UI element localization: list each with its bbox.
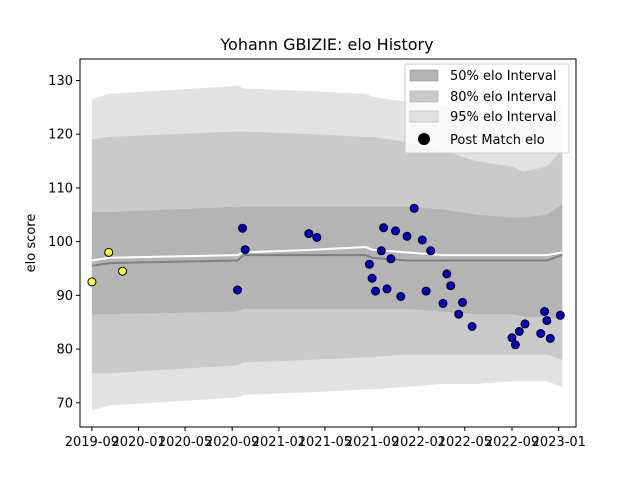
x-tick-label: 2022-05 [438, 435, 492, 450]
x-tick-label: 2021-09 [345, 435, 399, 450]
post-match-elo-point [382, 284, 392, 294]
post-match-elo-point [238, 223, 247, 233]
post-match-elo-point [520, 319, 530, 329]
x-tick-label: 2021-05 [298, 435, 352, 450]
x-tick-label: 2019-09 [65, 435, 119, 450]
post-match-elo-point [364, 259, 374, 269]
post-match-elo-point [87, 277, 97, 287]
post-match-elo-point [391, 226, 400, 236]
legend-label-80: 80% elo Interval [450, 90, 557, 105]
post-match-elo-point [304, 229, 314, 239]
x-tick-label: 2022-09 [485, 435, 539, 450]
legend-label-95: 95% elo Interval [450, 110, 557, 125]
post-match-elo-point [233, 285, 242, 295]
chart-title: Yohann GBIZIE: elo History [219, 35, 433, 54]
x-tick-label: 2022-01 [392, 435, 446, 450]
y-tick-label: 70 [56, 396, 73, 411]
post-match-elo-point [367, 273, 377, 283]
post-match-elo-point [536, 329, 546, 338]
legend-swatch-95 [409, 110, 439, 123]
y-tick-label: 90 [56, 289, 73, 304]
legend: 50% elo Interval 80% elo Interval 95% el… [404, 63, 570, 154]
post-match-elo-point [458, 297, 467, 307]
band-50 [91, 204, 563, 320]
axes: 7080901001101201302019-092020-012020-052… [48, 58, 586, 450]
legend-label-50: 50% elo Interval [450, 69, 557, 84]
post-match-elo-point [467, 322, 477, 331]
post-match-elo-point [542, 316, 552, 326]
post-match-elo-point [118, 266, 127, 276]
post-match-elo-point [386, 254, 396, 264]
post-match-elo-point [426, 246, 436, 256]
legend-frame [404, 63, 570, 154]
post-match-elo-point [417, 235, 427, 245]
post-match-elo-point [446, 281, 456, 291]
plot-area [87, 85, 565, 411]
post-match-elo-point [555, 310, 565, 320]
y-tick-label: 80 [56, 343, 73, 358]
post-match-elo-point [510, 340, 520, 350]
y-axis-label: elo score [24, 214, 39, 273]
post-match-elo-point [379, 223, 389, 233]
post-match-elo-point [104, 247, 114, 257]
y-tick-label: 120 [48, 128, 73, 143]
post-match-elo-point [409, 203, 419, 213]
legend-label-post-match: Post Match elo [450, 133, 545, 148]
post-match-elo-point [454, 309, 464, 319]
post-match-elo-point [514, 326, 524, 336]
y-tick-label: 100 [48, 235, 73, 250]
post-match-elo-point [402, 231, 412, 241]
median-elo-line [91, 245, 563, 262]
post-match-elo-point [396, 292, 406, 301]
x-tick-label: 2021-01 [252, 435, 306, 450]
legend-swatch-80 [409, 90, 439, 103]
plot-frame [79, 58, 577, 428]
post-match-elo-point [421, 286, 431, 296]
legend-swatch-50 [409, 69, 439, 82]
legend-marker-post-match [418, 133, 430, 145]
x-tick-label: 2023-01 [532, 435, 586, 450]
x-tick-label: 2020-09 [205, 435, 259, 450]
post-match-elo-point [240, 245, 250, 255]
post-match-elo-point [312, 232, 322, 242]
post-match-elo-point [438, 298, 448, 308]
x-tick-label: 2020-01 [111, 435, 165, 450]
x-tick-label: 2020-05 [158, 435, 212, 450]
post-match-elo-point [371, 286, 380, 296]
post-match-elo-point [442, 269, 452, 279]
post-match-elo-point [540, 307, 550, 316]
post-match-elo-point [545, 333, 555, 343]
y-tick-label: 110 [48, 181, 73, 196]
y-tick-label: 130 [48, 74, 73, 89]
post-match-elo-point [507, 333, 517, 343]
post-match-elo-point [376, 246, 386, 256]
